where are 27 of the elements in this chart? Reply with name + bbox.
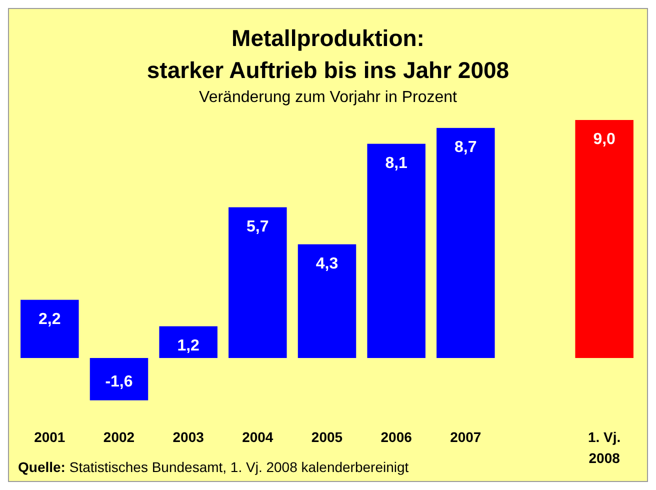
data-label: 8,1: [385, 154, 408, 172]
x-tick-label: 2006: [380, 429, 412, 445]
bar: [228, 207, 287, 358]
chart-title: Metallproduktion: starker Auftrieb bis ins Jahr 2008: [146, 25, 510, 83]
bar: [90, 358, 148, 400]
x-tick-label: 2004: [242, 429, 274, 445]
data-label: 2,2: [38, 310, 61, 328]
chart-subtitle: Veränderung zum Vorjahr in Prozent: [199, 89, 458, 106]
x-tick-label: 2003: [172, 429, 204, 445]
bar: [298, 244, 356, 358]
data-label: 8,7: [454, 138, 477, 156]
data-label: -1,6: [105, 373, 133, 390]
data-label: 1,2: [177, 337, 200, 354]
data-label: 4,3: [316, 255, 338, 272]
x-tick-label: 2001: [34, 429, 66, 445]
source-note: Quelle: Statistisches Bundesamt, 1. Vj. 2008 kalenderbereinigt: [18, 459, 409, 475]
x-tick-label: 1. Vj. 2008: [588, 429, 621, 466]
bar: [159, 326, 218, 358]
data-label: 5,7: [246, 218, 269, 236]
x-tick-label: 2002: [103, 429, 135, 445]
x-tick-label: 2007: [450, 429, 482, 445]
data-label: 9,0: [593, 131, 616, 148]
bar: [367, 144, 426, 358]
bar: [436, 128, 495, 358]
bar: [20, 300, 79, 358]
x-tick-label: 2005: [311, 429, 343, 445]
bar: [575, 120, 634, 358]
